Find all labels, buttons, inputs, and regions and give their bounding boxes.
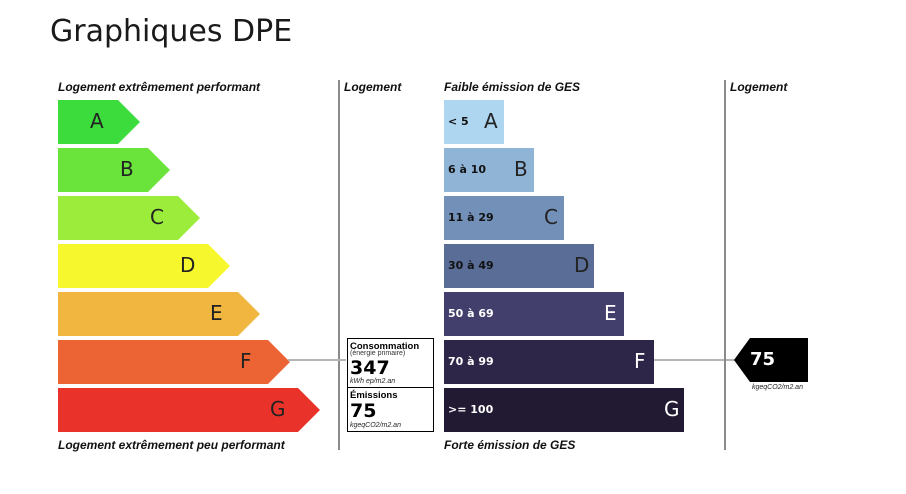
arrow-left-icon	[734, 338, 808, 382]
ges-bar-letter: E	[604, 301, 617, 325]
ges-bar-f: 70 à 99 F	[444, 340, 654, 384]
ges-marker-value: 75	[750, 349, 776, 370]
ges-marker-unit: kgeqCO2/m2.an	[752, 384, 803, 391]
ges-bar-range: >= 100	[448, 403, 494, 416]
dpe-bar-e: E	[58, 292, 260, 336]
ges-column-header: Logement	[730, 80, 788, 94]
consumption-unit: kWh ep/m2.an	[350, 378, 396, 385]
dpe-bar-shape	[58, 148, 170, 192]
ges-connector-line	[654, 359, 736, 361]
ges-bar-range: 50 à 69	[448, 307, 494, 320]
ges-header-bottom: Forte émission de GES	[444, 438, 576, 452]
dpe-bar-d: D	[58, 244, 230, 288]
ges-bar-letter: D	[574, 253, 590, 277]
dpe-bar-g: G	[58, 388, 320, 432]
ges-bar-b: 6 à 10 B	[444, 148, 534, 192]
dpe-bar-letter: G	[270, 397, 286, 421]
dpe-bar-a: A	[58, 100, 140, 144]
ges-bar-range: 70 à 99	[448, 355, 494, 368]
dpe-column-divider	[338, 80, 340, 450]
ges-bar-letter: F	[634, 349, 646, 373]
ges-bar-letter: G	[664, 397, 680, 421]
emissions-label: Émissions	[350, 390, 398, 401]
consumption-box: Consommation (énergie primaire) 347 kWh …	[347, 338, 434, 388]
dpe-bar-letter: B	[120, 157, 134, 181]
dpe-bar-polygon	[58, 100, 140, 144]
dpe-bar-shape	[58, 388, 320, 432]
dpe-bar-shape	[58, 196, 200, 240]
dpe-bar-shape	[58, 340, 290, 384]
dpe-bar-polygon	[58, 388, 320, 432]
dpe-bar-letter: F	[240, 349, 252, 373]
ges-marker-arrow: 75	[734, 338, 808, 382]
ges-header-top: Faible émission de GES	[444, 80, 581, 94]
ges-bar-range: 30 à 49	[448, 259, 494, 272]
emissions-box: Émissions 75 kgeqCO2/m2.an	[347, 387, 434, 432]
dpe-header-bottom: Logement extrêmement peu performant	[58, 438, 285, 452]
dpe-bar-polygon	[58, 196, 200, 240]
ges-bar-range: 11 à 29	[448, 211, 494, 224]
ges-bar-g: >= 100 G	[444, 388, 684, 432]
consumption-sublabel: (énergie primaire)	[350, 350, 406, 357]
dpe-bar-polygon	[58, 292, 260, 336]
ges-marker-shape	[734, 338, 808, 382]
dpe-header-top: Logement extrêmement performant	[58, 80, 261, 94]
dpe-bar-c: C	[58, 196, 200, 240]
ges-bar-letter: B	[514, 157, 528, 181]
dpe-bar-shape	[58, 292, 260, 336]
emissions-unit: kgeqCO2/m2.an	[350, 422, 401, 429]
emissions-value: 75	[350, 400, 377, 422]
ges-bar-a: < 5 A	[444, 100, 504, 144]
dpe-bar-polygon	[58, 244, 230, 288]
ges-bar-range: < 5	[448, 115, 469, 128]
dpe-bar-f: F	[58, 340, 290, 384]
ges-bar-letter: C	[544, 205, 558, 229]
consumption-label: Consommation	[350, 341, 420, 352]
dpe-bar-shape	[58, 100, 140, 144]
ges-bar-d: 30 à 49 D	[444, 244, 594, 288]
dpe-bar-shape	[58, 244, 230, 288]
dpe-bar-letter: D	[180, 253, 196, 277]
page-title: Graphiques DPE	[50, 14, 293, 49]
consumption-value: 347	[350, 357, 390, 379]
dpe-connector-line	[288, 359, 346, 361]
dpe-column-header: Logement	[344, 80, 402, 94]
dpe-bar-letter: A	[90, 109, 104, 133]
ges-bar-letter: A	[484, 109, 498, 133]
ges-column-divider	[724, 80, 726, 450]
dpe-bar-b: B	[58, 148, 170, 192]
ges-bar-e: 50 à 69 E	[444, 292, 624, 336]
dpe-bar-polygon	[58, 148, 170, 192]
dpe-bar-polygon	[58, 340, 290, 384]
ges-bar-c: 11 à 29 C	[444, 196, 564, 240]
dpe-bar-letter: C	[150, 205, 164, 229]
ges-bar-range: 6 à 10	[448, 163, 487, 176]
dpe-bar-letter: E	[210, 301, 223, 325]
